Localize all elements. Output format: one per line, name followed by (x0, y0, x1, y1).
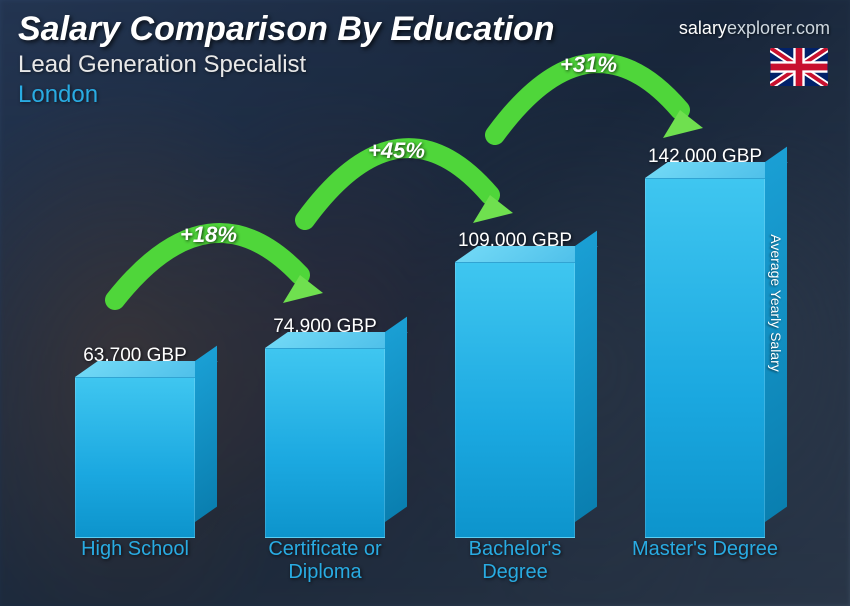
bar-front-face (645, 178, 765, 538)
location-label: London (18, 81, 832, 109)
brand-watermark: salaryexplorer.com (679, 18, 830, 39)
bar-side-face (385, 317, 407, 522)
bar-side-face (575, 231, 597, 522)
increase-pct-1: +18% (180, 222, 237, 248)
brand-part3: .com (791, 18, 830, 38)
bar-front-face (75, 377, 195, 538)
x-label-certificate: Certificate or Diploma (245, 538, 405, 586)
bar-3d (455, 262, 575, 538)
salary-bar-chart: 63,700 GBP 74,900 GBP 109,000 GBP (40, 130, 800, 586)
bar-masters: 142,000 GBP (630, 146, 780, 538)
x-label-bachelors: Bachelor's Degree (435, 538, 595, 586)
brand-part1: salary (679, 18, 727, 38)
bars-container: 63,700 GBP 74,900 GBP 109,000 GBP (40, 178, 800, 538)
bar-bachelors: 109,000 GBP (440, 230, 590, 538)
bar-front-face (265, 348, 385, 538)
bar-high-school: 63,700 GBP (60, 345, 210, 538)
y-axis-label: Average Yearly Salary (767, 234, 783, 372)
x-axis: High School Certificate or Diploma Bache… (40, 538, 800, 586)
x-label-high-school: High School (55, 538, 215, 586)
bar-3d (645, 178, 765, 538)
x-label-masters: Master's Degree (625, 538, 785, 586)
uk-flag-icon (770, 48, 828, 86)
brand-part2: explorer (727, 18, 791, 38)
bar-front-face (455, 262, 575, 538)
bar-3d (265, 348, 385, 538)
increase-pct-2: +45% (368, 138, 425, 164)
job-subtitle: Lead Generation Specialist (18, 51, 832, 79)
bar-3d (75, 377, 195, 538)
bar-certificate: 74,900 GBP (250, 316, 400, 538)
bar-side-face (195, 346, 217, 522)
